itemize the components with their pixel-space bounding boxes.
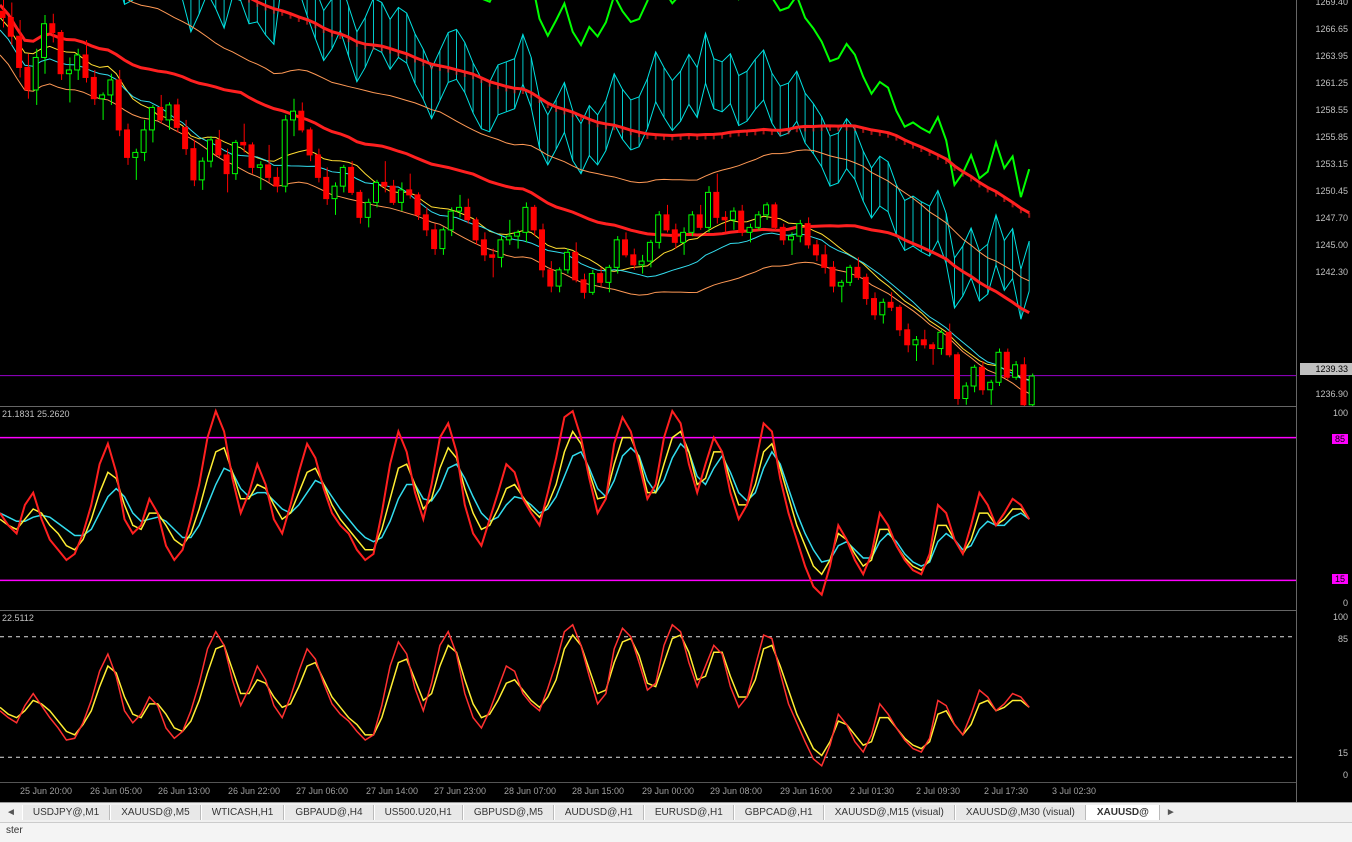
price-axis: 1269.40 1266.65 1263.95 1261.25 1258.55 1255.… [1296, 0, 1352, 802]
status-text: ster [6, 825, 23, 836]
indicator1-panel[interactable]: 21.1831 25.2620 [0, 406, 1296, 610]
chart-tab[interactable]: XAUUSD@,M15 (visual) [824, 805, 955, 820]
price-chart-svg [0, 0, 1296, 406]
price-tick: 1269.40 [1315, 0, 1348, 7]
time-tick: 26 Jun 22:00 [228, 786, 280, 796]
indicator2-tick: 0 [1343, 770, 1348, 780]
chart-tab[interactable]: GBPUSD@,M5 [463, 805, 554, 820]
chart-tab[interactable]: XAUUSD@ [1086, 805, 1160, 820]
price-chart-panel[interactable] [0, 0, 1296, 406]
chart-tab[interactable]: EURUSD@,H1 [644, 805, 734, 820]
indicator2-tick: 100 [1333, 612, 1348, 622]
current-price-label: 1239.33 [1300, 363, 1352, 375]
tab-scroll-right-icon[interactable]: ► [1160, 805, 1182, 820]
chart-tab[interactable]: XAUUSD@,M30 (visual) [955, 805, 1086, 820]
time-tick: 28 Jun 07:00 [504, 786, 556, 796]
indicator2-panel[interactable]: 22.5112 [0, 610, 1296, 782]
price-tick: 1261.25 [1315, 78, 1348, 88]
time-tick: 3 Jul 02:30 [1052, 786, 1096, 796]
chart-tab[interactable]: US500.U20,H1 [374, 805, 463, 820]
chart-tab[interactable]: AUDUSD@,H1 [554, 805, 644, 820]
time-tick: 29 Jun 00:00 [642, 786, 694, 796]
time-tick: 2 Jul 09:30 [916, 786, 960, 796]
price-tick: 1236.90 [1315, 389, 1348, 399]
chart-tab[interactable]: USDJPY@,M1 [22, 805, 110, 820]
time-tick: 27 Jun 06:00 [296, 786, 348, 796]
price-tick: 1266.65 [1315, 24, 1348, 34]
price-tick: 1245.00 [1315, 240, 1348, 250]
price-tick: 1250.45 [1315, 186, 1348, 196]
status-bar: ster [0, 822, 1352, 842]
chart-tab[interactable]: XAUUSD@,M5 [110, 805, 201, 820]
chart-tab[interactable]: WTICASH,H1 [201, 805, 285, 820]
indicator1-tick: 100 [1333, 408, 1348, 418]
indicator2-tick: 85 [1338, 634, 1348, 644]
time-tick: 28 Jun 15:00 [572, 786, 624, 796]
price-tick: 1263.95 [1315, 51, 1348, 61]
indicator1-tick: 0 [1343, 598, 1348, 608]
time-tick: 29 Jun 08:00 [710, 786, 762, 796]
time-tick: 26 Jun 13:00 [158, 786, 210, 796]
indicator1-label: 21.1831 25.2620 [2, 409, 70, 419]
indicator1-svg [0, 407, 1296, 611]
tab-scroll-left-icon[interactable]: ◄ [0, 805, 22, 820]
price-tick: 1253.15 [1315, 159, 1348, 169]
time-tick: 25 Jun 20:00 [20, 786, 72, 796]
price-tick: 1242.30 [1315, 267, 1348, 277]
indicator2-svg [0, 611, 1296, 783]
price-tick: 1258.55 [1315, 105, 1348, 115]
time-axis: 25 Jun 20:00 26 Jun 05:00 26 Jun 13:00 26 J… [0, 782, 1296, 802]
time-tick: 27 Jun 23:00 [434, 786, 486, 796]
indicator2-tick: 15 [1338, 748, 1348, 758]
indicator2-label: 22.5112 [2, 613, 34, 623]
time-tick: 2 Jul 01:30 [850, 786, 894, 796]
time-tick: 27 Jun 14:00 [366, 786, 418, 796]
time-tick: 26 Jun 05:00 [90, 786, 142, 796]
chart-tab-bar[interactable]: ◄ USDJPY@,M1XAUUSD@,M5WTICASH,H1GBPAUD@,… [0, 802, 1352, 822]
price-tick: 1255.85 [1315, 132, 1348, 142]
chart-tab[interactable]: GBPCAD@,H1 [734, 805, 824, 820]
time-tick: 29 Jun 16:00 [780, 786, 832, 796]
indicator1-tick: 15 [1332, 574, 1348, 584]
indicator1-tick: 85 [1332, 434, 1348, 444]
time-tick: 2 Jul 17:30 [984, 786, 1028, 796]
chart-tab[interactable]: GBPAUD@,H4 [284, 805, 373, 820]
price-tick: 1247.70 [1315, 213, 1348, 223]
